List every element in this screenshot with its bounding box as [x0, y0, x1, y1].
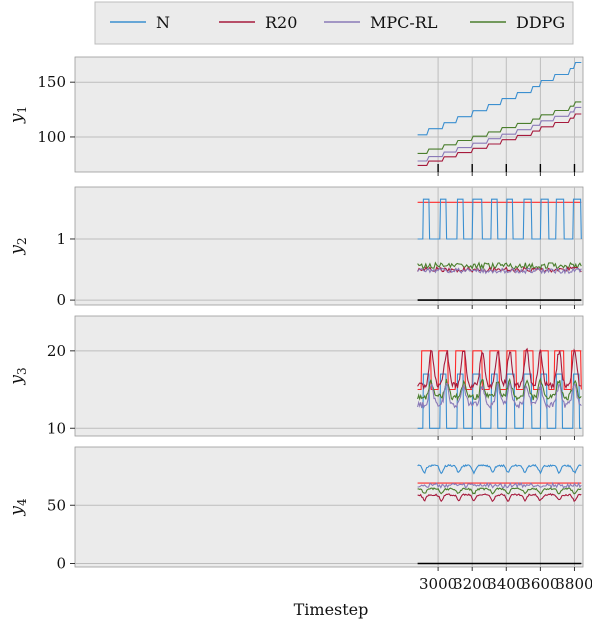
panels: 100 150 y1 0 1 y2 10 20 y3 0 50 y4 30003200340036003… — [7, 56, 592, 593]
series-n — [417, 198, 582, 240]
series-mpc-rl — [417, 106, 582, 162]
panel-background — [74, 186, 584, 306]
y-axis-label: y4 — [7, 498, 29, 517]
x-axis-title: Timestep — [294, 600, 369, 619]
y-axis-label: y1 — [7, 106, 29, 124]
series-r20 — [417, 493, 582, 503]
legend-label-n: N — [156, 13, 170, 32]
x-tick-label: 3600 — [521, 575, 559, 593]
series-mpc-rl — [417, 266, 582, 275]
legend: N R20 MPC-RL DDPG — [94, 1, 574, 45]
panel-y2: 0 1 y2 — [7, 186, 584, 309]
x-tick-label: 3200 — [453, 575, 491, 593]
series-n — [417, 373, 582, 429]
panel-background — [74, 446, 584, 568]
series-r20 — [417, 113, 582, 166]
y-axis-label: y3 — [7, 367, 29, 385]
x-tick-label: 3800 — [555, 575, 592, 593]
series-mpc-rl — [417, 481, 582, 489]
series-ddpg — [417, 487, 582, 495]
series-ddpg — [417, 261, 582, 271]
panel-y1: 100 150 y1 — [7, 56, 584, 176]
y-tick-label: 0 — [56, 291, 66, 309]
series-n — [417, 464, 582, 475]
y-tick-label: 50 — [47, 496, 66, 514]
y-axis-label: y2 — [7, 237, 29, 255]
panel-background — [74, 315, 584, 437]
panel-y3: 10 20 y3 — [7, 315, 584, 440]
y-tick-label: 10 — [47, 419, 66, 437]
series-n — [417, 61, 582, 136]
legend-box — [94, 1, 574, 45]
y-tick-label: 150 — [37, 73, 66, 91]
panel-background — [74, 56, 584, 173]
series-mpc-rl — [417, 381, 582, 410]
y-tick-label: 1 — [56, 230, 66, 248]
legend-label-r20: R20 — [265, 13, 297, 32]
y-tick-label: 100 — [37, 128, 66, 146]
y-tick-label: 20 — [47, 342, 66, 360]
x-tick-label: 3000 — [419, 575, 457, 593]
series-ddpg — [417, 101, 582, 154]
legend-label-mpc-rl: MPC-RL — [370, 13, 438, 32]
y-tick-label: 0 — [56, 555, 66, 573]
series-r20 — [417, 347, 582, 391]
legend-label-ddpg: DDPG — [516, 13, 565, 32]
x-tick-label: 3400 — [487, 575, 525, 593]
